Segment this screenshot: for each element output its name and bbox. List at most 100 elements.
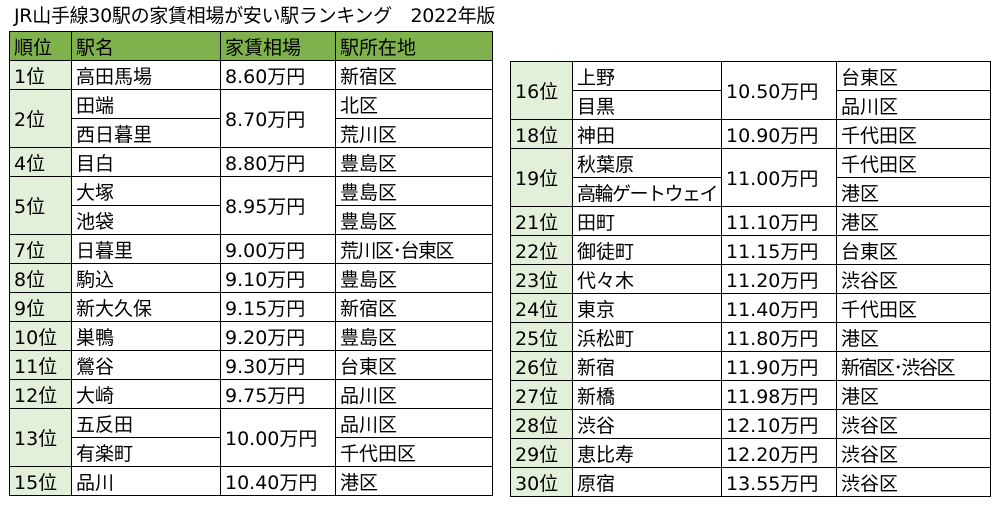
table-row: 池袋 豊島区 [10,205,493,235]
table-header-row: 順位 駅名 家賃相場 駅所在地 [9,31,493,61]
rent-cell: 11.00万円 [721,148,837,207]
location-cell: 品川区 [836,90,991,120]
rank-cell: 21位 [510,206,573,236]
station-cell: 駒込 [71,263,221,293]
rank-cell: 26位 [510,351,573,381]
location-cell: 豊島区 [335,176,493,206]
station-cell: 高田馬場 [71,60,221,90]
table-row: 19位 秋葉原 11.00万円 千代田区 [510,148,991,207]
rent-cell: 10.40万円 [220,466,336,496]
station-cell: 上野 [572,61,722,91]
station-cell: 五反田 [71,408,221,438]
location-cell: 台東区 [836,61,991,91]
rank-cell: 7位 [9,234,72,264]
rank-cell: 23位 [510,264,573,294]
rank-cell: 27位 [510,380,573,410]
location-cell: 荒川区 [335,118,493,148]
rank-cell: 30位 [510,467,573,497]
rank-cell: 2位 [9,89,72,148]
rent-cell: 11.10万円 [721,206,837,236]
table-row: 5位 大塚 8.95万円 豊島区 [9,176,493,235]
rent-cell: 12.10万円 [721,409,837,439]
location-cell: 渋谷区 [836,264,991,294]
rank-cell: 12位 [9,379,72,409]
rent-cell: 11.40万円 [721,293,837,323]
rent-cell: 11.90万円 [721,351,837,381]
table-row: 12位 大崎 9.75万円 品川区 [9,379,493,409]
table-row: 11位 鶯谷 9.30万円 台東区 [9,350,493,380]
location-cell: 荒川区･台東区 [335,234,493,264]
table-row: 24位 東京 11.40万円 千代田区 [510,293,991,323]
rank-cell: 16位 [510,61,573,120]
location-cell: 新宿区 [335,60,493,90]
rank-cell: 22位 [510,235,573,265]
table-row: 目黒 品川区 [511,90,991,120]
rank-cell: 4位 [9,147,72,177]
location-cell: 豊島区 [335,321,493,351]
rent-cell: 8.70万円 [220,89,336,148]
table-row: 27位 新橋 11.98万円 港区 [510,380,991,410]
location-cell: 品川区 [335,408,493,438]
rent-cell: 9.30万円 [220,350,336,380]
rent-cell: 11.98万円 [721,380,837,410]
station-cell: 有楽町 [71,437,221,467]
rank-cell: 5位 [9,176,72,235]
table-row: 26位 新宿 11.90万円 新宿区･渋谷区 [510,351,991,381]
table-row: 13位 五反田 10.00万円 品川区 [9,408,493,467]
table-row: 16位 上野 10.50万円 台東区 [510,61,991,120]
location-cell: 千代田区 [836,293,991,323]
rank-cell: 10位 [9,321,72,351]
rank-cell: 13位 [9,408,72,467]
rank-cell: 11位 [9,350,72,380]
rank-cell: 1位 [9,60,72,90]
station-cell: 鶯谷 [71,350,221,380]
rent-cell: 8.80万円 [220,147,336,177]
rent-cell: 8.95万円 [220,176,336,235]
location-cell: 台東区 [836,235,991,265]
header-station: 駅名 [71,31,221,61]
table-row: 高輪ゲートウェイ 港区 [511,177,991,207]
location-cell: 港区 [335,466,493,496]
location-cell: 渋谷区 [836,438,991,468]
location-cell: 品川区 [335,379,493,409]
table-row: 21位 田町 11.10万円 港区 [510,206,991,236]
table-row: 25位 浜松町 11.80万円 港区 [510,322,991,352]
rent-cell: 10.00万円 [220,408,336,467]
table-row: 1位 高田馬場 8.60万円 新宿区 [9,60,493,90]
station-cell: 新大久保 [71,292,221,322]
header-location: 駅所在地 [335,31,493,61]
table-row: 30位 原宿 13.55万円 渋谷区 [510,467,991,497]
table-row: 9位 新大久保 9.15万円 新宿区 [9,292,493,322]
header-rank: 順位 [9,31,72,61]
table-row: 23位 代々木 11.20万円 渋谷区 [510,264,991,294]
table-row: 29位 恵比寿 12.20万円 渋谷区 [510,438,991,468]
station-cell: 目黒 [572,90,722,120]
rent-cell: 11.80万円 [721,322,837,352]
station-cell: 高輪ゲートウェイ [572,177,722,207]
location-cell: 豊島区 [335,263,493,293]
location-cell: 北区 [335,89,493,119]
station-cell: 原宿 [572,467,722,497]
rent-cell: 10.90万円 [721,119,837,149]
rent-cell: 11.20万円 [721,264,837,294]
location-cell: 港区 [836,206,991,236]
rent-cell: 9.00万円 [220,234,336,264]
location-cell: 港区 [836,380,991,410]
station-cell: 目白 [71,147,221,177]
station-cell: 御徒町 [572,235,722,265]
station-cell: 大崎 [71,379,221,409]
table-row: 8位 駒込 9.10万円 豊島区 [9,263,493,293]
rent-cell: 9.10万円 [220,263,336,293]
location-cell: 新宿区･渋谷区 [836,351,991,381]
rank-cell: 28位 [510,409,573,439]
location-cell: 新宿区 [335,292,493,322]
station-cell: 巣鴨 [71,321,221,351]
table-row: 有楽町 千代田区 [10,437,493,467]
location-cell: 台東区 [335,350,493,380]
location-cell: 千代田区 [335,437,493,467]
location-cell: 豊島区 [335,205,493,235]
station-cell: 田町 [572,206,722,236]
table-row: 10位 巣鴨 9.20万円 豊島区 [9,321,493,351]
station-cell: 浜松町 [572,322,722,352]
table-row: 7位 日暮里 9.00万円 荒川区･台東区 [9,234,493,264]
